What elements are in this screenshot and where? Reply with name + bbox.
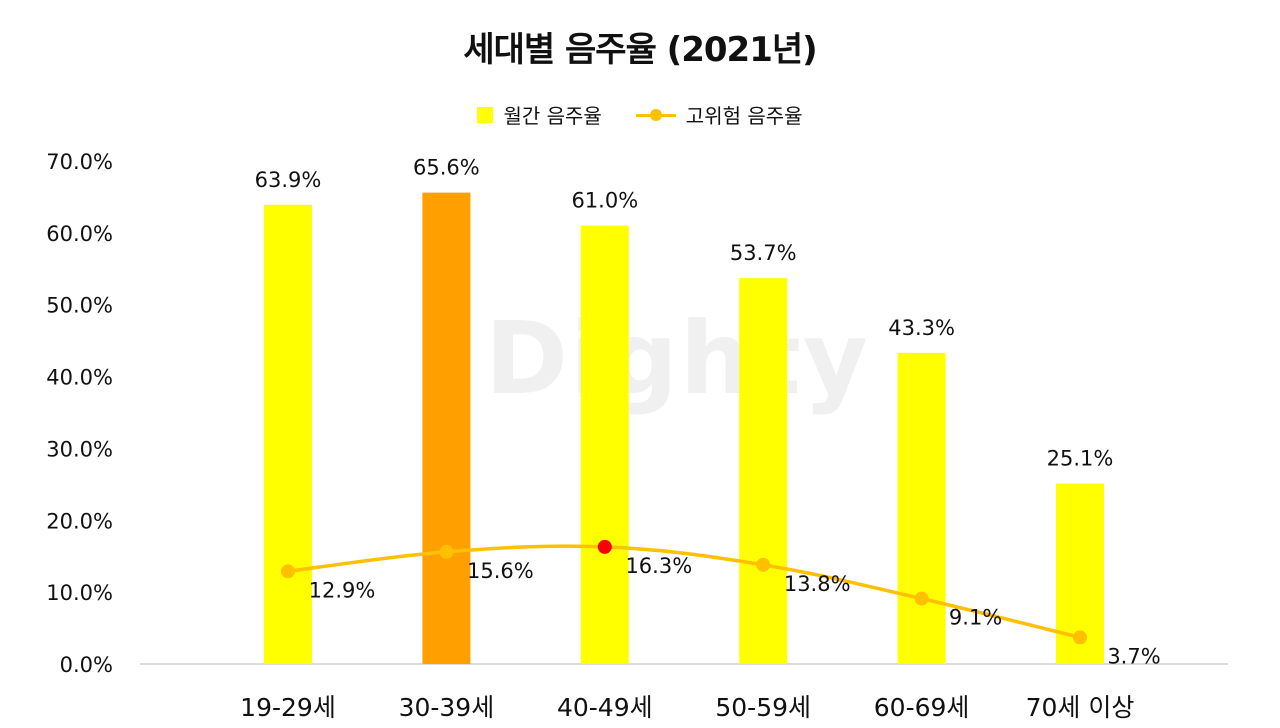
y-tick-label: 50.0% [46, 294, 113, 318]
y-tick-label: 60.0% [46, 222, 113, 246]
bar-data-label: 61.0% [571, 189, 638, 213]
y-tick-label: 20.0% [46, 509, 113, 533]
y-tick-label: 0.0% [60, 653, 113, 677]
legend-label-highrisk: 고위험 음주율 [685, 104, 803, 128]
bar-data-label: 25.1% [1047, 447, 1114, 471]
bar-2 [422, 192, 471, 665]
bar-4 [739, 278, 788, 664]
bar-data-label: 63.9% [255, 168, 322, 192]
line-data-label: 16.3% [625, 554, 692, 578]
legend-line-swatch [635, 107, 676, 123]
chart-title: 세대별 음주율 (2021년) [463, 30, 817, 70]
legend-label-monthly: 월간 음주율 [503, 104, 602, 128]
bar-1 [264, 204, 312, 664]
bar-data-label: 53.7% [730, 241, 797, 265]
line-data-label: 9.1% [949, 606, 1002, 630]
series-line-high-risk [287, 544, 1081, 640]
line-point-4 [756, 557, 771, 572]
x-tick-label: 30-39세 [399, 693, 495, 722]
line-point-2 [439, 544, 454, 559]
line-point-3 [597, 539, 612, 554]
legend-item-highrisk: 고위험 음주율 [635, 100, 803, 129]
line-data-label: 13.8% [784, 572, 851, 596]
legend-bar-swatch [477, 106, 494, 123]
bar-data-label: 43.3% [888, 316, 955, 340]
y-tick-label: 70.0% [46, 150, 113, 174]
x-tick-label: 50-59세 [715, 693, 811, 722]
watermark: Dighty [485, 300, 871, 417]
y-tick-label: 30.0% [46, 437, 113, 461]
line-data-label: 3.7% [1107, 644, 1160, 668]
legend: 월간 음주율 고위험 음주율 [0, 100, 1280, 129]
line-data-label: 15.6% [467, 559, 534, 583]
y-tick-label: 10.0% [46, 581, 113, 605]
line-point-5 [914, 591, 929, 606]
legend-item-monthly: 월간 음주율 [477, 100, 602, 129]
line-point-1 [281, 564, 295, 579]
line-point-6 [1073, 630, 1087, 645]
bar-data-label: 65.6% [413, 156, 480, 180]
y-tick-label: 40.0% [46, 366, 113, 390]
x-tick-label: 40-49세 [557, 693, 653, 722]
x-tick-label: 70세 이상 [1026, 693, 1135, 722]
bar-3 [580, 225, 629, 664]
line-data-label: 12.9% [309, 578, 376, 602]
x-tick-label: 60-69세 [874, 693, 970, 722]
x-tick-label: 19-29세 [240, 693, 336, 722]
bar-5 [897, 352, 946, 664]
